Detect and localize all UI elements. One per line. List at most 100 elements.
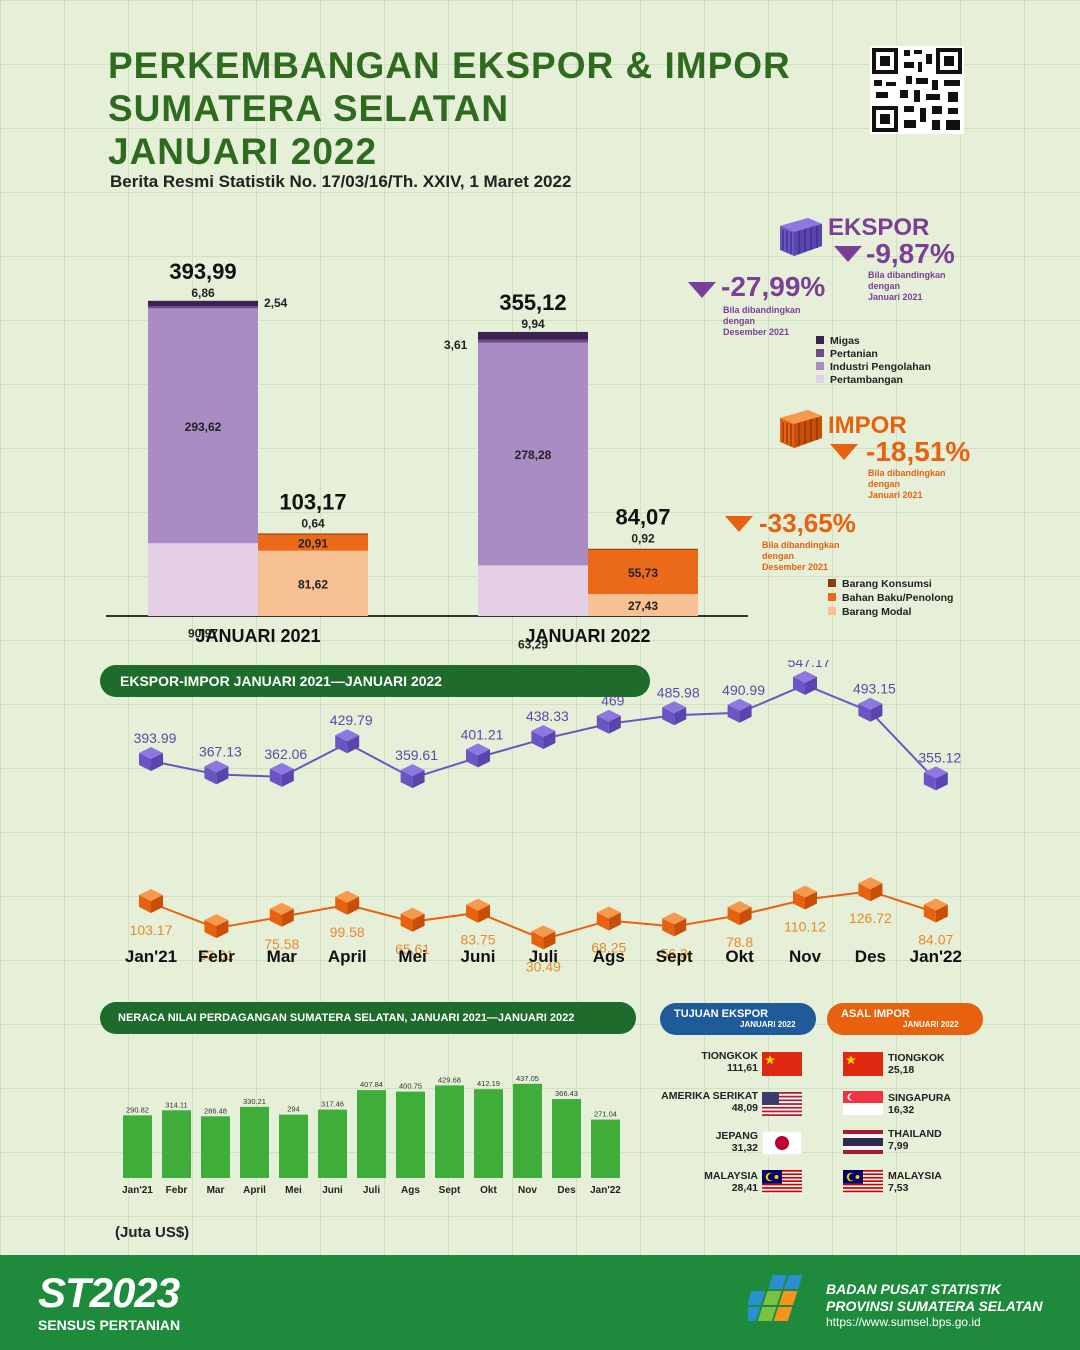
bar-data-label: 90,97 [188, 627, 218, 641]
unit-label: (Juta US$) [115, 1224, 190, 1241]
ekspor-data-label: 469 [601, 693, 625, 709]
ekspor-data-label: 401.21 [461, 726, 504, 742]
impor-data-label: 30.49 [526, 958, 561, 974]
ekspor-point [793, 670, 817, 695]
ekspor-data-label: 367.13 [199, 743, 242, 759]
x-tick-label: Ags [401, 1185, 420, 1196]
china-flag-icon [843, 1052, 883, 1076]
category-label: JANUARI 2021 [195, 626, 320, 646]
impor-point [596, 906, 621, 931]
x-tick-label: Jan'21 [125, 947, 177, 966]
bar-total-label: 393,99 [169, 259, 236, 284]
list-item: MALAYSIA 7,53 [888, 1170, 942, 1194]
impor-data-label: 78.8 [726, 934, 753, 950]
impor-point [139, 889, 163, 913]
x-tick-label: Mar [267, 947, 298, 966]
ekspor-point [858, 697, 883, 722]
impor-data-label: 56.3 [661, 945, 688, 961]
list-item: MALAYSIA 28,41 [704, 1170, 758, 1194]
impor-container-icon [780, 410, 822, 448]
bar-data-label: 271.04 [594, 1110, 617, 1119]
impor-legend: Barang Konsumsi Bahan Baku/Penolong Bara… [828, 578, 953, 619]
bar-data-label: 412.19 [477, 1079, 500, 1088]
ekspor-legend: Migas Pertanian Industri Pengolahan Pert… [816, 335, 931, 387]
impor-mom-note: Bila dibandingkan dengan Desember 2021 [762, 540, 840, 572]
impor-data-label: 65.61 [395, 941, 430, 957]
ekspor-point [923, 766, 948, 791]
page-title: PERKEMBANGAN EKSPOR & IMPOR SUMATERA SEL… [108, 45, 791, 172]
stacked-bar-chart: 90,97 293,62 2,54 6,86 393,99 81,62 20,91 0,64 1… [106, 259, 748, 652]
down-arrow-icon [834, 246, 862, 262]
bar-data-label: 63,29 [518, 638, 548, 652]
ekspor-data-label: 490.99 [722, 682, 765, 698]
down-arrow-icon [725, 516, 753, 532]
bar-data-label: 314.11 [165, 1100, 187, 1109]
list-item: TIONGKOK 25,18 [888, 1052, 945, 1076]
impor-data-label: 103.17 [130, 922, 173, 938]
singapore-flag-icon [843, 1091, 883, 1115]
bar-data-label: 290.82 [126, 1105, 149, 1114]
ekspor-data-label: 362.06 [264, 746, 307, 762]
usa-flag-icon [762, 1092, 802, 1116]
ekspor-data-label: 485.98 [657, 684, 700, 700]
bar-data-label: 437.05 [516, 1074, 539, 1083]
impor-point [858, 877, 883, 902]
bar-data-label: 286.48 [204, 1106, 227, 1115]
st2023-logo: ST2023 [38, 1269, 180, 1316]
line-chart: 393.99 367.13 362.06 429.79 359.61 401.21 438.… [125, 660, 962, 974]
impor-point [793, 885, 817, 910]
ekspor-point [727, 698, 752, 723]
impor-data-label: 68.25 [591, 939, 626, 955]
impor-point [923, 898, 948, 923]
ekspor-yoy-value: -9,87% [866, 238, 955, 269]
japan-flag-icon [762, 1131, 802, 1155]
neraca-bar [123, 1115, 152, 1178]
impor-point [335, 890, 360, 915]
x-tick-label: Mei [285, 1185, 302, 1196]
neraca-bar [357, 1090, 386, 1178]
bar-data-label: 2,54 [264, 296, 288, 310]
ekspor-point [204, 760, 229, 785]
impor-mom-value: -33,65% [759, 508, 856, 538]
bar-data-label: 294 [287, 1105, 300, 1114]
x-tick-label: April [328, 947, 367, 966]
ekspor-bar-segment [148, 300, 258, 307]
x-tick-label: Ags [593, 947, 625, 966]
impor-data-label: 83.75 [460, 932, 495, 948]
ekspor-bar-segment [478, 331, 588, 340]
impor-bar-segment [258, 533, 368, 551]
impor-bar-segment [258, 533, 368, 535]
impor-yoy-value: -18,51% [866, 436, 971, 467]
malaysia-flag-icon [762, 1170, 802, 1194]
ekspor-point [596, 709, 621, 734]
down-arrow-icon [830, 444, 858, 460]
bar-total-label: 84,07 [615, 505, 670, 530]
list-item: AMERIKA SERIKAT 48,09 [661, 1090, 758, 1114]
x-tick-label: Sept [656, 947, 693, 966]
bar-total-label: 355,12 [499, 290, 566, 315]
bar-data-label: 366.43 [555, 1089, 578, 1098]
neraca-bar [279, 1114, 308, 1178]
qr-code-icon[interactable] [870, 46, 964, 134]
neraca-bar [162, 1110, 191, 1178]
ekspor-bar-segment [148, 543, 258, 616]
ekspor-point [531, 724, 556, 749]
x-tick-label: Sept [439, 1185, 461, 1196]
china-flag-icon [762, 1052, 802, 1076]
impor-data-label: 84.07 [918, 932, 953, 948]
ekspor-point [400, 764, 425, 789]
x-tick-label: Jan'21 [122, 1185, 153, 1196]
ekspor-data-label: 493.15 [853, 681, 896, 697]
x-tick-label: Febr [198, 947, 235, 966]
ekspor-bar-segment [148, 308, 258, 544]
ekspor-point [466, 743, 490, 768]
org-url[interactable]: https://www.sumsel.bps.go.id [826, 1315, 981, 1329]
ekspor-yoy-note: Bila dibandingkan dengan Januari 2021 [868, 270, 946, 302]
neraca-bar [201, 1116, 230, 1178]
neraca-bar [240, 1106, 269, 1178]
bar-data-label: 27,43 [628, 599, 658, 613]
impor-bar-segment [588, 594, 698, 616]
ekspor-point [139, 747, 163, 771]
list-item: JEPANG 31,32 [715, 1130, 758, 1154]
ekspor-data-label: 393.99 [134, 730, 177, 746]
